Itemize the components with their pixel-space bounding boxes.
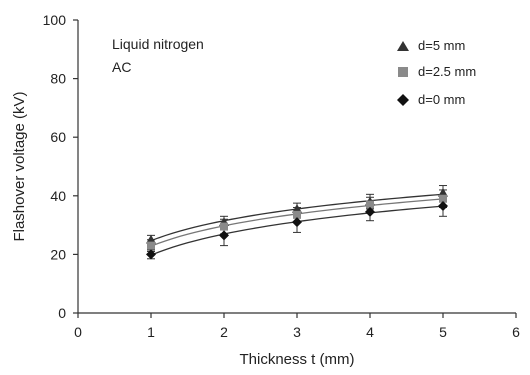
legend-item-d5: d=5 mm bbox=[397, 38, 465, 53]
data-point-square bbox=[439, 194, 447, 203]
legend-item-d0: d=0 mm bbox=[397, 92, 465, 107]
x-tick-label: 4 bbox=[366, 324, 374, 340]
data-point-diamond bbox=[365, 206, 375, 217]
axes: 0 1 2 3 4 5 6 0 20 40 60 80 100 bbox=[43, 12, 520, 340]
data-point-diamond bbox=[438, 201, 448, 212]
annotation-voltage-type: AC bbox=[112, 59, 131, 75]
data-point-triangle bbox=[438, 187, 448, 197]
data-point-square bbox=[293, 210, 301, 219]
legend-square-marker bbox=[398, 67, 408, 77]
y-tick-label: 20 bbox=[50, 246, 66, 262]
legend-label: d=0 mm bbox=[418, 92, 465, 107]
legend-triangle-marker bbox=[397, 41, 409, 51]
x-tick-label: 5 bbox=[439, 324, 447, 340]
legend-item-d2-5: d=2.5 mm bbox=[398, 64, 476, 79]
legend-diamond-marker bbox=[397, 94, 409, 106]
data-point-square bbox=[366, 200, 374, 209]
data-point-triangle bbox=[146, 234, 156, 244]
x-tick-label: 6 bbox=[512, 324, 520, 340]
y-axis-title: Flashover voltage (kV) bbox=[11, 91, 28, 241]
x-tick-label: 2 bbox=[220, 324, 228, 340]
legend: d=5 mm d=2.5 mm d=0 mm bbox=[397, 38, 476, 107]
data-point-diamond bbox=[292, 217, 302, 228]
x-tick-label: 1 bbox=[147, 324, 155, 340]
legend-label: d=5 mm bbox=[418, 38, 465, 53]
y-tick-label: 0 bbox=[58, 305, 66, 321]
x-tick-label: 3 bbox=[293, 324, 301, 340]
annotation-medium: Liquid nitrogen bbox=[112, 36, 204, 52]
data-point-diamond bbox=[219, 230, 229, 241]
legend-label: d=2.5 mm bbox=[418, 64, 476, 79]
x-tick-label: 0 bbox=[74, 324, 82, 340]
y-ticks: 0 20 40 60 80 100 bbox=[43, 12, 78, 321]
data-point-square bbox=[147, 241, 155, 250]
y-tick-label: 40 bbox=[50, 188, 66, 204]
data-point-square bbox=[220, 222, 228, 231]
x-axis-title: Thickness t (mm) bbox=[239, 351, 354, 368]
y-tick-label: 80 bbox=[50, 71, 66, 87]
x-ticks: 0 1 2 3 4 5 6 bbox=[74, 313, 520, 340]
y-tick-label: 60 bbox=[50, 129, 66, 145]
data-point-diamond bbox=[146, 249, 156, 260]
data-markers bbox=[146, 187, 448, 260]
data-point-triangle bbox=[292, 203, 302, 213]
y-tick-label: 100 bbox=[43, 12, 67, 28]
